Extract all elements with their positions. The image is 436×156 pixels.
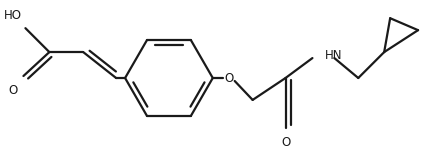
- Text: HN: HN: [324, 49, 342, 62]
- Text: O: O: [281, 136, 290, 149]
- Text: O: O: [8, 84, 17, 97]
- Text: HO: HO: [3, 9, 21, 22]
- Text: O: O: [224, 71, 233, 85]
